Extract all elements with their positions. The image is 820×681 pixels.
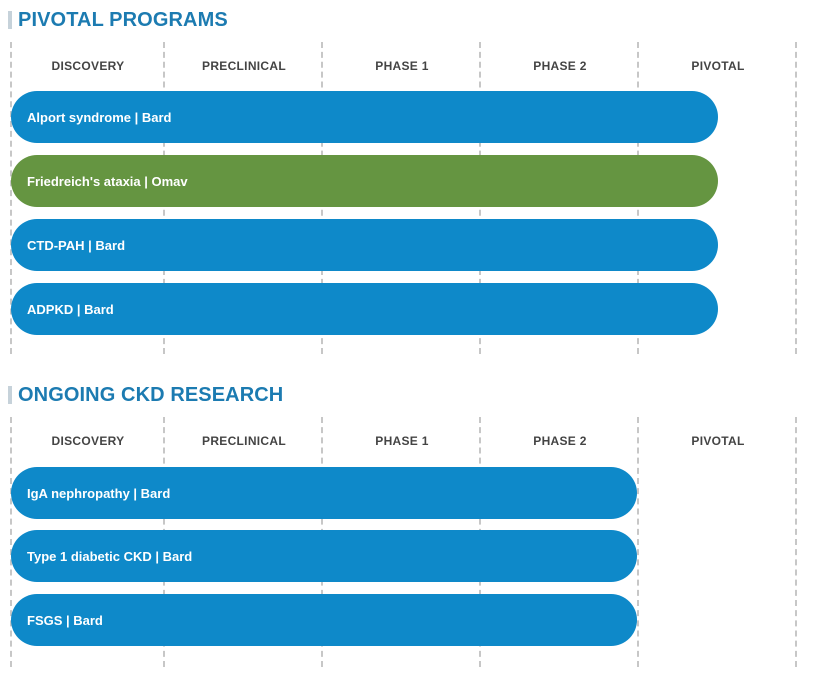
title-accent-bar xyxy=(8,386,12,404)
pivotal-programs-title: PIVOTAL PROGRAMS xyxy=(18,8,228,31)
program-label: CTD-PAH | Bard xyxy=(27,237,126,253)
section-title: ONGOING CKD RESEARCH xyxy=(8,383,283,407)
stage-label-pivotal: PIVOTAL xyxy=(691,434,745,448)
stage-label-phase2: PHASE 2 xyxy=(533,434,587,448)
grid-line-pivotal-start xyxy=(637,417,639,667)
program-bar-fsgs[interactable]: FSGS | Bard xyxy=(11,594,637,646)
program-bar-friedreichs-ataxia[interactable]: Friedreich's ataxia | Omav xyxy=(11,155,718,207)
program-label: ADPKD | Bard xyxy=(27,301,114,317)
section-title: PIVOTAL PROGRAMS xyxy=(8,8,228,32)
program-bar-type1-diabetic-ckd[interactable]: Type 1 diabetic CKD | Bard xyxy=(11,530,637,582)
program-label: Alport syndrome | Bard xyxy=(27,109,172,125)
stage-label-preclinical: PRECLINICAL xyxy=(202,59,286,73)
program-label: Type 1 diabetic CKD | Bard xyxy=(27,548,193,564)
ongoing-ckd-research-section: ONGOING CKD RESEARCH DISCOVERY PRECLINIC… xyxy=(0,375,820,681)
program-label: IgA nephropathy | Bard xyxy=(27,485,171,501)
stage-label-discovery: DISCOVERY xyxy=(51,434,125,448)
program-label: FSGS | Bard xyxy=(27,612,103,628)
stage-label-phase1: PHASE 1 xyxy=(375,434,429,448)
pivotal-programs-section: PIVOTAL PROGRAMS DISCOVERY PRECLINICAL P… xyxy=(8,8,797,354)
stage-label-phase2: PHASE 2 xyxy=(533,59,587,73)
grid-line-discovery-start xyxy=(10,42,12,354)
ongoing-ckd-research-title: ONGOING CKD RESEARCH xyxy=(18,383,284,406)
program-bar-ctd-pah[interactable]: CTD-PAH | Bard xyxy=(11,219,718,271)
stage-label-pivotal: PIVOTAL xyxy=(691,59,745,73)
grid-line-pivotal-end xyxy=(795,417,797,667)
stage-label-phase1: PHASE 1 xyxy=(375,59,429,73)
stage-label-discovery: DISCOVERY xyxy=(51,59,125,73)
program-bar-adpkd[interactable]: ADPKD | Bard xyxy=(11,283,718,335)
stage-label-preclinical: PRECLINICAL xyxy=(202,434,286,448)
program-bar-alport-syndrome[interactable]: Alport syndrome | Bard xyxy=(11,91,718,143)
program-label: Friedreich's ataxia | Omav xyxy=(27,173,188,189)
grid-line-discovery-start xyxy=(10,417,12,667)
title-accent-bar xyxy=(8,11,12,29)
program-bar-iga-nephropathy[interactable]: IgA nephropathy | Bard xyxy=(11,467,637,519)
grid-line-pivotal-end xyxy=(795,42,797,354)
